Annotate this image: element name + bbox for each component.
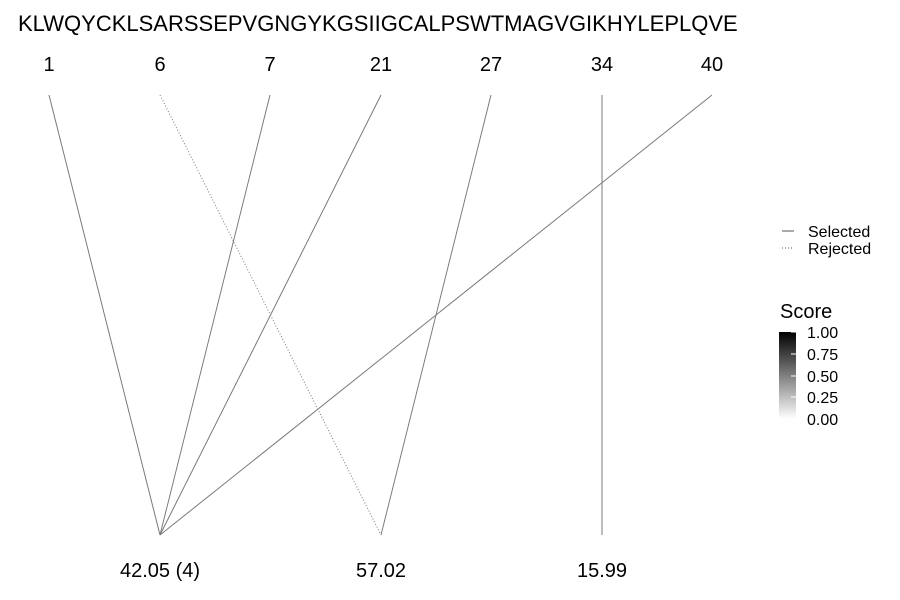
score-tick-label: 0.00: [807, 412, 838, 429]
selection-legend: Selected Rejected: [782, 224, 871, 258]
selected-legend-label: Selected: [808, 224, 870, 241]
position-label: 27: [480, 54, 502, 76]
score-legend-title: Score: [780, 301, 832, 323]
position-label: 40: [701, 54, 723, 76]
target-label: 15.99: [577, 560, 627, 582]
score-ticks: 1.00 0.75 0.50 0.25 0.00: [791, 325, 838, 429]
target-labels: 42.05 (4) 57.02 15.99: [120, 560, 627, 582]
score-legend: Score 1.00 0.75 0.50 0.25 0.00: [779, 301, 838, 429]
score-tick-label: 1.00: [807, 325, 838, 342]
selected-link-line: [159, 94, 713, 536]
selected-link-line: [159, 94, 271, 536]
selected-link-line: [159, 94, 382, 536]
links: [48, 94, 713, 536]
position-label: 21: [370, 54, 392, 76]
target-label: 57.02: [356, 560, 406, 582]
position-labels: 1 6 7 21 27 34 40: [43, 54, 723, 76]
rejected-legend-label: Rejected: [808, 241, 871, 258]
score-tick-label: 0.25: [807, 390, 838, 407]
target-label: 42.05 (4): [120, 560, 200, 582]
position-label: 7: [264, 54, 275, 76]
position-label: 34: [591, 54, 613, 76]
position-label: 1: [43, 54, 54, 76]
score-tick-label: 0.75: [807, 347, 838, 364]
sequence-text: KLWQYCKLSARSSEPVGNGYKGSIIGCALPSWTMAGVGIK…: [18, 11, 738, 36]
selected-link-line: [48, 94, 161, 536]
score-tick-label: 0.50: [807, 369, 838, 386]
position-label: 6: [154, 54, 165, 76]
